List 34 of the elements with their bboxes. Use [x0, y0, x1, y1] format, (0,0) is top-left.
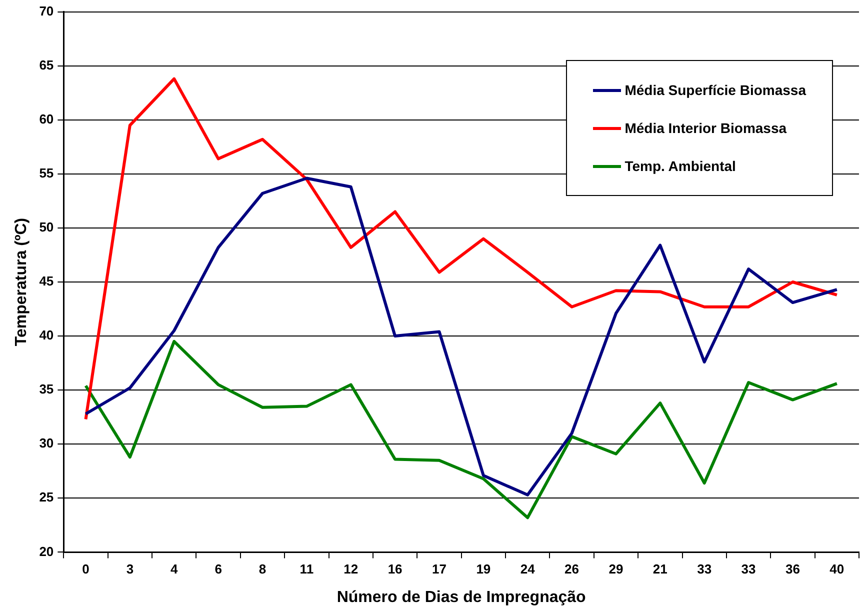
x-tick-label: 16	[388, 562, 402, 577]
x-tick-label: 33	[741, 562, 756, 577]
legend-label: Média Superfície Biomassa	[624, 82, 806, 98]
x-tick-label: 36	[785, 562, 800, 577]
x-tick-label: 12	[344, 562, 358, 577]
legend-label: Temp. Ambiental	[624, 158, 736, 174]
y-tick-label: 50	[39, 220, 54, 235]
y-tick-label: 45	[39, 274, 54, 289]
legend-label: Média Interior Biomassa	[624, 120, 787, 136]
y-tick-label: 35	[39, 382, 54, 397]
y-axis-title: Temperatura (ºC)	[13, 218, 30, 346]
y-tick-label: 40	[39, 328, 54, 343]
x-tick-label: 33	[697, 562, 712, 577]
y-tick-label: 70	[39, 3, 54, 18]
x-tick-label: 11	[300, 562, 314, 577]
y-tick-label: 65	[39, 57, 54, 72]
x-tick-label: 4	[170, 562, 179, 577]
y-tick-label: 55	[39, 166, 54, 180]
x-tick-label: 21	[652, 562, 668, 577]
y-tick-label: 25	[39, 490, 54, 505]
x-tick-label: 6	[214, 562, 222, 577]
x-tick-label: 26	[564, 562, 580, 577]
x-tick-label: 3	[126, 562, 134, 577]
y-tick-label: 20	[39, 544, 54, 559]
x-tick-label: 8	[258, 562, 266, 577]
x-tick-label: 17	[432, 562, 446, 577]
x-tick-label: 40	[830, 562, 844, 577]
x-tick-label: 29	[608, 562, 624, 577]
y-tick-label: 30	[39, 436, 54, 451]
x-tick-label: 24	[520, 562, 536, 577]
x-tick-label: 0	[82, 562, 90, 577]
y-tick-label: 60	[39, 111, 54, 126]
x-tick-label: 19	[476, 562, 491, 577]
x-axis-title: Número de Dias de Impregnação	[336, 588, 586, 606]
